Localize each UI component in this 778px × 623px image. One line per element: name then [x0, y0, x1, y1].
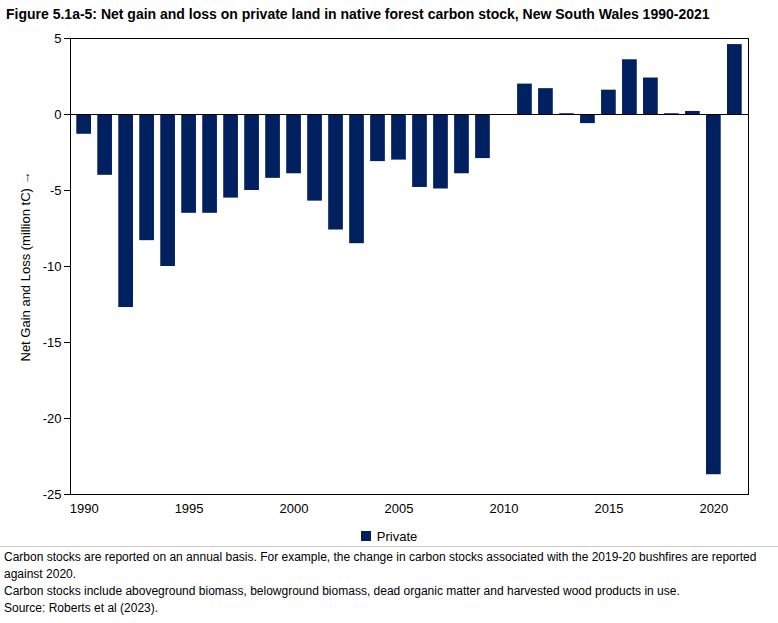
html-text:Carbon stocks are reported on: Carbon stocks are reported on an annual … [4, 550, 757, 581]
html-text:Figure 5.1a-5: Net gain and lo: Figure 5.1a-5: Net gain and loss on priv… [6, 6, 710, 22]
svg-text:2015: 2015 [594, 501, 623, 516]
html-text:Source: Roberts et al (2023).: Source: Roberts et al (2023). [4, 601, 159, 615]
svg-text:1995: 1995 [175, 501, 204, 516]
svg-text:2005: 2005 [385, 501, 414, 516]
svg-text:-10: -10 [43, 259, 62, 274]
svg-text:2000: 2000 [280, 501, 309, 516]
svg-text:-20: -20 [43, 411, 62, 426]
html-text:Carbon stocks include abovegro: Carbon stocks include aboveground biomas… [4, 584, 680, 598]
svg-text:-15: -15 [43, 335, 62, 350]
svg-text:5: 5 [54, 31, 61, 46]
svg-text:2010: 2010 [489, 501, 518, 516]
svg-text:2020: 2020 [699, 501, 728, 516]
svg-text:-5: -5 [50, 183, 62, 198]
html-text:Private: Private [376, 528, 418, 544]
svg-text:Net Gain and Loss (million tC): Net Gain and Loss (million tC) → [18, 171, 33, 361]
svg-text:-25: -25 [43, 487, 62, 502]
svg-text:0: 0 [54, 107, 61, 122]
svg-text:1990: 1990 [70, 501, 99, 516]
